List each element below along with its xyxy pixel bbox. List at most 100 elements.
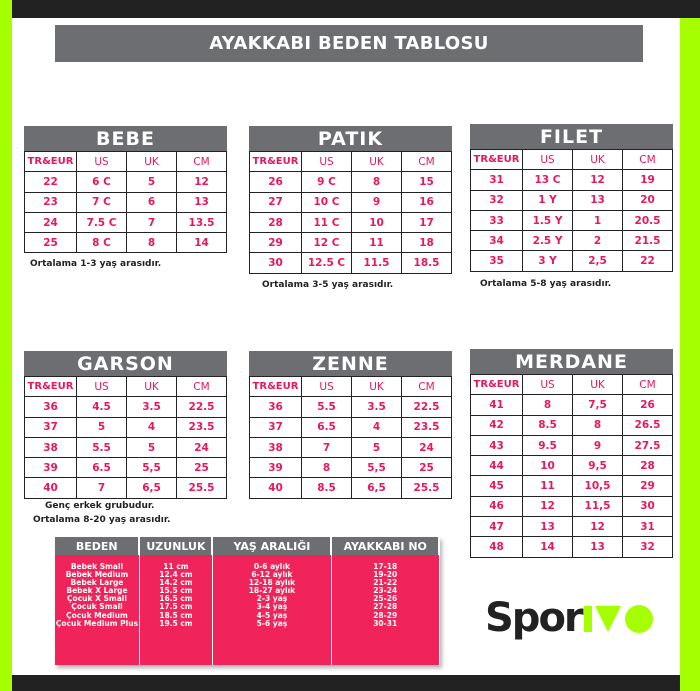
- table-cell: 11 C: [301, 211, 352, 234]
- table-title: PATIK: [249, 126, 452, 151]
- column-header: TR&EUR: [24, 150, 77, 173]
- kids-cell: 28-29: [373, 610, 398, 620]
- age-note: Ortalama 5-8 yaş arasıdır.: [480, 279, 612, 289]
- table-cell: 25: [401, 457, 452, 479]
- kids-cell: 21-22: [373, 578, 398, 588]
- kids-cell: 16.5 cm: [159, 594, 193, 604]
- table-cell: 13: [572, 189, 623, 211]
- table-cell: 22.5: [176, 396, 227, 418]
- table-cell: 9.5: [522, 434, 573, 457]
- table-header-row: TR&EUR US UK CM: [470, 148, 673, 171]
- table-cell: 38: [24, 436, 77, 459]
- table-cell: 23.5: [176, 416, 227, 438]
- column-header: TR&EUR: [470, 148, 523, 171]
- kids-cell: 0-6 aylık: [253, 562, 290, 571]
- table-cell: 7,5: [572, 394, 623, 416]
- table-cell: 36: [249, 396, 302, 418]
- table-cell: 7: [126, 211, 177, 234]
- table-row: 31 13 C 12 19: [470, 169, 673, 191]
- table-cell: 25.5: [176, 477, 227, 499]
- table-cell: 7: [76, 477, 127, 499]
- kids-cell: Bebek Large: [70, 578, 124, 588]
- table-row: 41 8 7,5 26: [470, 394, 673, 416]
- logo-text-dark: Spor: [485, 595, 584, 641]
- size-table-bebe: BEBE TR&EUR US UK CM 22 6 C 5 12 23 7 C 6 13 24 7.5 …: [24, 126, 227, 254]
- table-cell: 36: [24, 396, 77, 418]
- kids-cell: Çocuk Medium Plus: [55, 618, 139, 628]
- table-cell: 22.5: [401, 396, 452, 418]
- table-header-row: TR&EUR US UK CM: [24, 375, 227, 398]
- table-row: 23 7 C 6 13: [24, 191, 227, 213]
- table-row: 35 3 Y 2,5 22: [470, 250, 673, 272]
- table-row: 36 4.5 3.5 22.5: [24, 396, 227, 418]
- size-table-zenne: ZENNE TR&EUR US UK CM 36 5.5 3.5 22.5 37 6.5 4 23.…: [249, 351, 452, 499]
- table-cell: 6,5: [126, 477, 177, 499]
- column-header: US: [522, 373, 573, 396]
- sporivo-logo: Spor: [485, 595, 656, 641]
- table-cell: 6: [126, 191, 177, 213]
- table-cell: 13: [522, 516, 573, 538]
- table-cell: 12: [522, 495, 573, 518]
- kids-cell: Bebek Medium: [65, 570, 129, 580]
- kids-column-3: 17-18 19-20 21-22 23-24 25-26 27-28 28-2…: [331, 555, 440, 665]
- column-header: CM: [622, 373, 673, 396]
- table-cell: 8.5: [301, 477, 352, 499]
- table-cell: 31: [622, 516, 673, 538]
- kids-cell: Bebek Small: [70, 562, 124, 571]
- table-cell: 26.5: [622, 414, 673, 436]
- table-row: 29 12 C 11 18: [249, 232, 452, 254]
- header-ayakkabi-no: AYAKKABI NO: [331, 537, 440, 555]
- bottom-bar: [12, 675, 680, 691]
- table-title: BEBE: [24, 126, 227, 151]
- column-header: CM: [622, 148, 673, 171]
- table-cell: 5,5: [126, 457, 177, 479]
- table-row: 25 8 C 8 14: [24, 232, 227, 254]
- table-row: 40 7 6,5 25.5: [24, 477, 227, 499]
- table-row: 48 14 13 32: [470, 536, 673, 558]
- table-cell: 45: [470, 475, 523, 497]
- table-cell: 41: [470, 394, 523, 416]
- table-cell: 37: [24, 416, 77, 438]
- age-note: Ortalama 3-5 yaş arasıdır.: [262, 280, 394, 290]
- column-header: US: [76, 375, 127, 398]
- table-cell: 22: [24, 171, 77, 193]
- table-row: 44 10 9,5 28: [470, 455, 673, 477]
- table-cell: 16: [401, 191, 452, 213]
- table-row: 46 12 11,5 30: [470, 495, 673, 518]
- table-row: 37 6.5 4 23.5: [249, 416, 452, 438]
- table-cell: 39: [24, 457, 77, 479]
- table-cell: 8.5: [522, 414, 573, 436]
- table-cell: 11: [351, 232, 402, 254]
- table-row: 42 8.5 8 26.5: [470, 414, 673, 436]
- kids-cell: Bebek X Large: [66, 586, 128, 596]
- column-header: CM: [176, 375, 227, 398]
- green-border-left: [0, 0, 12, 691]
- table-cell: 1: [572, 209, 623, 232]
- age-note: Ortalama 8-20 yaş arasıdır.: [33, 515, 171, 525]
- table-cell: 35: [470, 250, 523, 272]
- table-cell: 12.5 C: [301, 252, 352, 274]
- table-header-row: TR&EUR US UK CM: [249, 375, 452, 398]
- table-cell: 6.5: [76, 457, 127, 479]
- top-bar: [12, 0, 700, 18]
- table-title: MERDANE: [470, 349, 673, 374]
- page-title: AYAKKABI BEDEN TABLOSU: [55, 25, 643, 62]
- header-uzunluk: UZUNLUK: [139, 537, 214, 555]
- table-row: 47 13 12 31: [470, 516, 673, 538]
- table-cell: 12: [572, 169, 623, 191]
- header-beden: BEDEN: [55, 537, 141, 555]
- table-row: 26 9 C 8 15: [249, 171, 452, 193]
- table-cell: 9: [572, 434, 623, 457]
- kids-cell: 19.5 cm: [159, 618, 193, 628]
- table-cell: 10 C: [301, 191, 352, 213]
- table-cell: 24: [24, 211, 77, 234]
- table-cell: 47: [470, 516, 523, 538]
- table-cell: 5: [76, 416, 127, 438]
- table-row: 40 8.5 6,5 25.5: [249, 477, 452, 499]
- table-cell: 27: [249, 191, 302, 213]
- table-row: 39 8 5,5 25: [249, 457, 452, 479]
- table-cell: 28: [622, 455, 673, 477]
- table-cell: 18.5: [401, 252, 452, 274]
- table-row: 34 2.5 Y 2 21.5: [470, 230, 673, 252]
- table-cell: 8: [301, 457, 352, 479]
